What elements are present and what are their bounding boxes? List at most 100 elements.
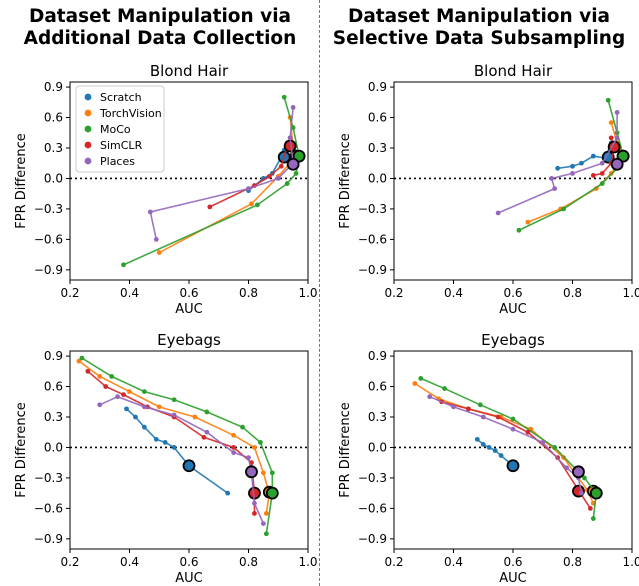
column-title-subsampling: Dataset Manipulation via Selective Data …: [319, 6, 639, 50]
panel-2: Eyebags 0.2 0.4 0.6 0.8 1.0 −0.9 −0.6 −0.3 0.0 0.3…: [14, 331, 318, 586]
panel-0: Blond Hair 0.2 0.4 0.6 0.8 1.0 −0.9 −0.6 −0.3 0.0…: [14, 62, 318, 317]
data-point-torchvision: [260, 470, 266, 476]
data-point-moco: [171, 397, 177, 403]
data-point-places: [480, 414, 486, 420]
baseline-marker-places: [610, 157, 624, 171]
x-tick-label: 0.4: [120, 555, 139, 569]
panel-title: Blond Hair: [474, 62, 553, 80]
x-tick-label: 0.4: [444, 286, 463, 300]
series-simclr: [439, 399, 593, 511]
data-point-places: [427, 394, 433, 400]
x-tick-label: 0.2: [60, 555, 79, 569]
baseline-marker-places: [245, 465, 258, 479]
y-tick-label: −0.3: [34, 471, 63, 485]
baseline-marker-places: [286, 157, 300, 171]
data-point-moco: [79, 355, 85, 361]
y-tick-label: −0.6: [358, 501, 387, 515]
data-point-places: [252, 500, 257, 506]
data-point-scratch: [141, 424, 147, 430]
data-point-scratch: [570, 163, 575, 169]
series-line-torchvision: [78, 360, 271, 514]
x-tick-label: 1.0: [298, 555, 317, 569]
data-point-places: [510, 426, 516, 432]
legend-marker-scratch: [84, 93, 92, 101]
data-point-moco: [258, 439, 263, 445]
series-line-places: [497, 112, 618, 214]
data-point-scratch: [590, 153, 596, 159]
data-point-places: [614, 135, 620, 141]
legend-label-scratch: Scratch: [100, 91, 142, 104]
data-point-places: [260, 521, 266, 527]
data-point-simclr: [201, 434, 207, 440]
series-scratch: [555, 140, 615, 171]
y-axis-label: FPR Difference: [14, 133, 29, 229]
x-tick-label: 0.2: [384, 286, 403, 300]
series-line-places: [99, 395, 265, 524]
legend-box: [75, 85, 165, 173]
y-tick-label: 0.9: [44, 349, 63, 363]
series-torchvision: [156, 115, 303, 255]
series-line-moco: [81, 357, 274, 534]
series-line-scratch: [125, 408, 229, 494]
data-point-torchvision: [76, 358, 82, 364]
y-tick-label: 0.0: [44, 171, 63, 185]
data-point-moco: [284, 181, 290, 186]
y-axis-label: FPR Difference: [14, 402, 29, 498]
data-point-simclr: [278, 163, 284, 169]
data-point-moco: [204, 409, 210, 415]
baseline-marker-scratch: [182, 459, 196, 473]
data-point-torchvision: [156, 404, 162, 410]
y-tick-label: −0.6: [34, 501, 63, 515]
y-axis-label: FPR Difference: [338, 133, 353, 229]
data-point-moco: [605, 97, 611, 103]
panel-title: Eyebags: [157, 331, 221, 349]
y-tick-label: −0.9: [358, 532, 387, 546]
series-moco: [121, 94, 306, 268]
series-places: [147, 104, 300, 242]
legend-marker-torchvision: [84, 109, 92, 117]
y-tick-label: 0.6: [44, 380, 63, 394]
x-tick-label: 0.8: [239, 286, 258, 300]
series-moco: [418, 376, 603, 521]
x-tick-label: 1.0: [622, 286, 639, 300]
x-tick-label: 0.8: [563, 555, 582, 569]
legend-label-places: Places: [100, 155, 135, 168]
data-point-simclr: [85, 368, 91, 374]
data-point-moco: [590, 516, 596, 521]
y-tick-label: 0.0: [44, 440, 63, 454]
data-point-places: [599, 160, 605, 166]
series-places: [427, 394, 585, 496]
data-point-moco: [121, 262, 126, 268]
y-tick-label: −0.3: [358, 471, 387, 485]
data-point-places: [153, 236, 159, 242]
column-title-line1: Dataset Manipulation via: [347, 6, 611, 27]
data-point-torchvision: [608, 120, 614, 126]
data-point-places: [290, 104, 296, 110]
column-title-additional-data: Dataset Manipulation via Additional Data…: [0, 6, 320, 50]
x-axis-label: AUC: [175, 302, 203, 317]
data-point-moco: [552, 445, 558, 450]
data-point-moco: [269, 470, 275, 476]
y-tick-label: −0.9: [34, 263, 63, 277]
y-axis-label: FPR Difference: [338, 402, 353, 498]
data-point-moco: [442, 386, 447, 391]
data-point-simclr: [599, 170, 605, 176]
data-point-moco: [263, 531, 269, 537]
plot-frame: [69, 350, 309, 550]
y-tick-label: 0.6: [44, 111, 63, 125]
x-tick-label: 0.4: [444, 555, 463, 569]
data-point-simclr: [103, 384, 109, 389]
legend-marker-places: [84, 157, 92, 165]
data-point-scratch: [124, 406, 129, 412]
y-tick-label: 0.3: [368, 141, 387, 155]
data-point-places: [552, 186, 558, 192]
series-scratch: [474, 436, 520, 473]
data-point-places: [451, 404, 456, 410]
data-point-simclr: [121, 392, 126, 398]
data-point-places: [495, 210, 501, 216]
data-point-moco: [561, 206, 566, 212]
baseline-marker-scratch: [506, 459, 520, 473]
data-point-torchvision: [412, 381, 418, 386]
x-tick-label: 0.8: [239, 555, 258, 569]
